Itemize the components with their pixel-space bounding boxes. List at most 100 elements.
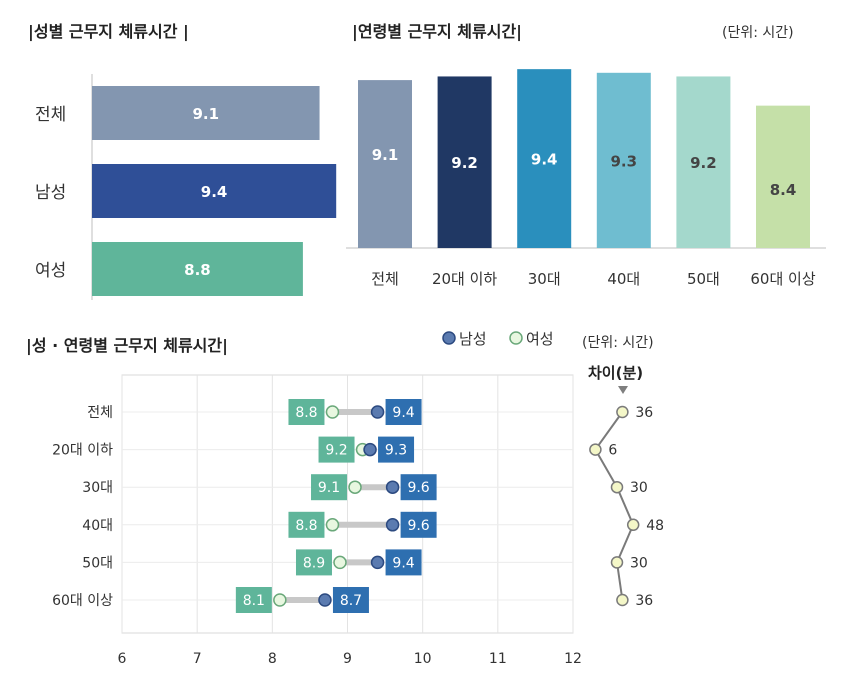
male-point <box>370 555 385 570</box>
top-unit-label: (단위: 시간) <box>722 25 794 41</box>
dumbbell-x-tick-label: 8 <box>268 651 277 667</box>
age-chart-title: |연령별 근무지 체류시간| <box>352 22 523 41</box>
female-point <box>325 405 340 419</box>
male-value-label: 8.7 <box>340 593 362 609</box>
age-category-label: 40대 <box>607 270 640 288</box>
dumbbell-x-tick-label: 9 <box>343 651 352 667</box>
age-category-label: 20대 이하 <box>432 270 497 288</box>
dumbbell-category-label: 전체 <box>87 405 113 421</box>
dumbbell-x-tick-label: 10 <box>414 651 432 667</box>
diff-value-label: 48 <box>646 518 664 534</box>
female-value-box <box>295 549 332 576</box>
diff-value-label: 30 <box>630 555 648 571</box>
male-value-box <box>378 436 415 463</box>
gender-category-label: 전체 <box>35 105 66 125</box>
age-bar-value: 9.4 <box>531 151 558 169</box>
diff-value-label: 6 <box>608 443 617 459</box>
combined-chart-title: |성 · 연령별 근무지 체류시간| <box>26 336 228 355</box>
male-point <box>370 405 385 419</box>
diff-title: 차이(분) <box>588 364 643 382</box>
age-bar-value: 9.2 <box>690 154 717 172</box>
male-point <box>385 518 400 532</box>
dumbbell-x-tick-label: 12 <box>564 651 582 667</box>
male-point <box>363 442 377 457</box>
diff-point <box>589 443 602 456</box>
female-value-label: 9.2 <box>325 443 347 459</box>
gender-bar <box>92 86 320 140</box>
gender-bar-value: 9.1 <box>192 105 219 123</box>
male-value-box <box>385 399 422 425</box>
age-bar <box>756 105 810 249</box>
dumbbell-category-label: 60대 이상 <box>52 593 113 609</box>
diff-point <box>626 518 640 532</box>
female-point <box>333 555 347 570</box>
age-bar-value: 9.3 <box>611 152 638 170</box>
dumbbell-x-tick-label: 11 <box>489 651 507 667</box>
male-value-box <box>400 474 437 501</box>
diff-value-label: 30 <box>630 480 648 496</box>
dumbbell-category-label: 20대 이하 <box>52 443 113 459</box>
age-bar-value: 8.4 <box>770 181 797 199</box>
dumbbell-x-tick-label: 7 <box>193 651 202 667</box>
diff-value-label: 36 <box>635 593 653 609</box>
male-value-label: 9.4 <box>392 405 414 421</box>
age-category-label: 50대 <box>687 270 720 288</box>
age-category-label: 60대 이상 <box>750 270 815 288</box>
legend-female-marker <box>509 331 523 345</box>
female-value-box <box>288 399 325 425</box>
male-value-label: 9.6 <box>407 480 429 496</box>
diff-point <box>616 593 629 607</box>
age-bar-value: 9.1 <box>372 146 399 164</box>
gender-bar-value: 8.8 <box>184 261 211 279</box>
dumbbell-category-label: 50대 <box>82 555 113 571</box>
age-category-label: 30대 <box>528 270 561 288</box>
female-point <box>325 518 340 532</box>
female-value-label: 9.1 <box>318 480 340 496</box>
age-bar <box>437 76 492 248</box>
female-value-label: 8.8 <box>295 405 317 421</box>
female-point <box>348 480 362 494</box>
legend-male-marker <box>442 331 456 345</box>
female-value-box <box>288 511 325 538</box>
dumbbell-x-tick-label: 6 <box>118 651 127 667</box>
age-bar <box>358 80 412 248</box>
age-bar-value: 9.2 <box>451 154 478 172</box>
male-point <box>318 593 332 607</box>
age-bar <box>517 69 572 249</box>
male-value-box <box>332 587 369 613</box>
gender-category-label: 여성 <box>35 261 66 281</box>
female-value-label: 8.1 <box>243 593 265 609</box>
female-value-box <box>311 474 348 501</box>
legend-male-label: 남성 <box>459 330 487 348</box>
male-value-label: 9.4 <box>392 555 414 571</box>
gender-bar <box>92 242 303 296</box>
diff-point <box>610 556 624 569</box>
diff-arrow-icon <box>618 386 628 394</box>
age-bar <box>596 72 651 248</box>
gender-bar <box>92 164 337 218</box>
legend-female-label: 여성 <box>526 330 554 348</box>
diff-line <box>594 411 635 601</box>
diff-point <box>616 405 629 419</box>
male-value-label: 9.3 <box>385 443 407 459</box>
gender-category-label: 남성 <box>35 183 66 203</box>
female-value-label: 8.8 <box>295 518 317 534</box>
male-value-box <box>400 511 437 538</box>
dumbbell-category-label: 30대 <box>82 480 113 496</box>
male-point <box>385 480 400 494</box>
female-point <box>273 593 287 607</box>
gender-bar-value: 9.4 <box>201 183 228 201</box>
dumbbell-category-label: 40대 <box>82 518 113 534</box>
diff-point <box>610 480 624 494</box>
age-bar <box>676 76 731 248</box>
diff-value-label: 36 <box>635 405 653 421</box>
female-value-box <box>318 436 355 463</box>
female-value-label: 8.9 <box>303 555 325 571</box>
bottom-unit-label: (단위: 시간) <box>582 335 654 351</box>
male-value-label: 9.6 <box>407 518 429 534</box>
male-value-box <box>385 549 422 576</box>
age-category-label: 전체 <box>371 270 399 288</box>
gender-chart-title: |성별 근무지 체류시간 | <box>28 22 189 41</box>
female-value-box <box>235 587 272 613</box>
